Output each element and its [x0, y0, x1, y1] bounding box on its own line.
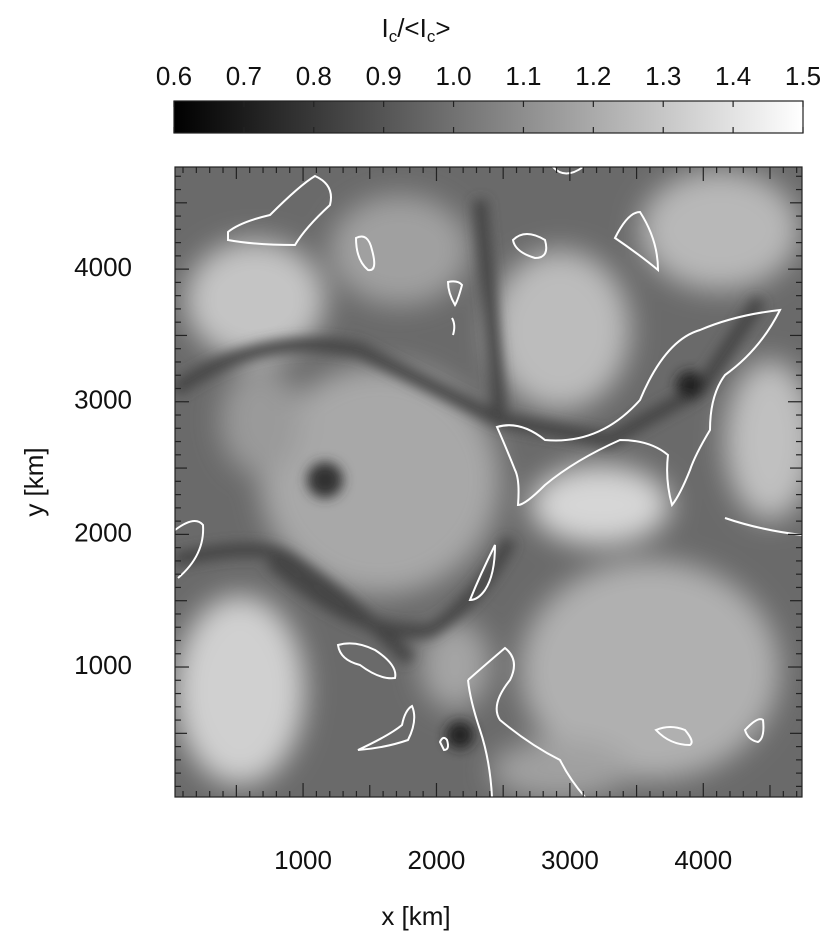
colorbar-tick-label: 1.1: [505, 61, 541, 91]
colorbar-label: Ic/<Ic>: [381, 13, 450, 47]
y-tick-label: 2000: [74, 517, 132, 547]
x-tick-label: 2000: [408, 845, 466, 875]
colorbar: [174, 101, 803, 133]
y-tick-label: 4000: [74, 252, 132, 282]
y-tick-label: 3000: [74, 385, 132, 415]
intensity-image: [175, 167, 815, 800]
x-tick-label: 3000: [541, 845, 599, 875]
x-tick-label: 4000: [674, 845, 732, 875]
colorbar-tick-label: 1.0: [435, 61, 471, 91]
colorbar-tick-label: 0.7: [226, 61, 262, 91]
x-tick-label: 1000: [274, 845, 332, 875]
label-part: >: [435, 13, 450, 43]
colorbar-tick-label: 1.5: [785, 61, 821, 91]
colorbar-tick-label: 1.3: [645, 61, 681, 91]
colorbar-tick-label: 1.4: [715, 61, 751, 91]
label-part: /<I: [397, 13, 427, 43]
colorbar-tick-label: 0.6: [156, 61, 192, 91]
y-tick-label: 1000: [74, 650, 132, 680]
chart: Ic/<Ic>: [0, 0, 832, 941]
colorbar-tick-label: 1.2: [575, 61, 611, 91]
x-axis-label: x [km]: [381, 901, 450, 931]
y-axis-label: y [km]: [19, 447, 49, 516]
colorbar-tick-label: 0.9: [366, 61, 402, 91]
label-part: I: [381, 13, 388, 43]
colorbar-tick-label: 0.8: [296, 61, 332, 91]
